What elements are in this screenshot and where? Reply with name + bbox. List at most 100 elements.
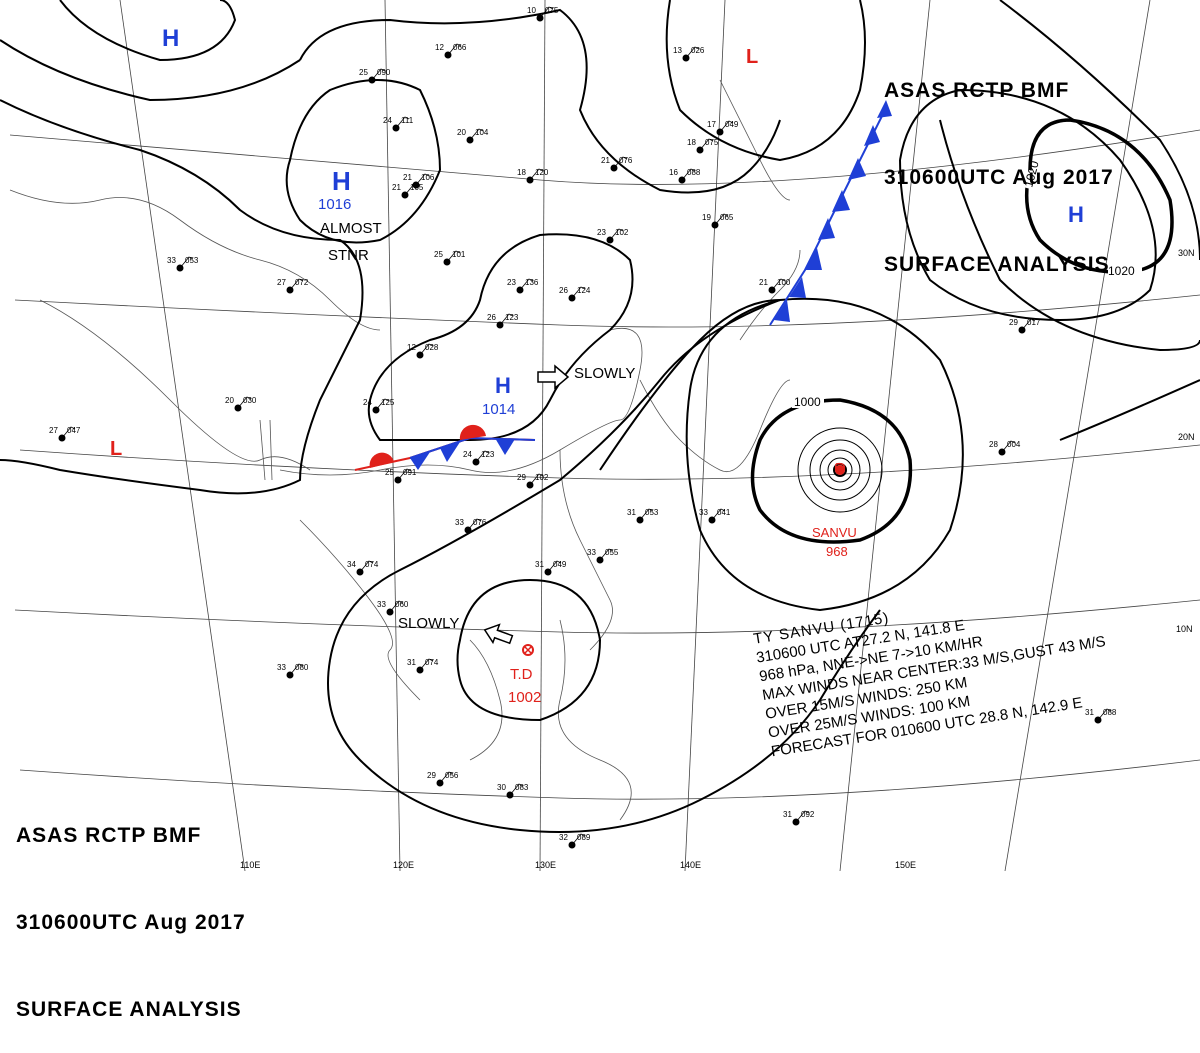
isobar-typhoon-1 — [685, 297, 964, 612]
header-bottom-line2: 310600UTC Aug 2017 — [16, 911, 246, 934]
station-pressure: 123 — [505, 313, 519, 322]
station-pressure: 090 — [377, 68, 391, 77]
station-pressure: 049 — [725, 120, 739, 129]
station-plot: 20 030 — [225, 396, 257, 412]
high-center-letter: H — [495, 373, 511, 398]
wind-barb — [289, 663, 304, 676]
almost-stnr-line2: STNR — [328, 247, 369, 264]
station-pressure: 026 — [691, 46, 705, 55]
station-plot: 29 017 — [1009, 318, 1041, 334]
lon-label: 130E — [535, 860, 556, 870]
wind-barb — [289, 278, 304, 291]
isobar-south-band — [327, 609, 881, 833]
high-center-letter: H — [1068, 202, 1084, 227]
depression-pressure: 1002 — [508, 689, 541, 706]
typhoon-name: SANVU — [812, 525, 857, 540]
header-top-line2: 310600UTC Aug 2017 — [884, 166, 1114, 189]
station-plot: 24 125 — [363, 398, 395, 414]
isobar-large-west — [0, 99, 364, 495]
station-temperature: 33 — [699, 508, 708, 517]
almost-stnr-line1: ALMOST — [320, 220, 382, 237]
station-pressure: 136 — [525, 278, 539, 287]
station-temperature: 20 — [225, 396, 234, 405]
high-pressure-value: 1016 — [318, 196, 351, 213]
station-plot: 28 004 — [989, 440, 1021, 456]
station-plot: 23 136 — [507, 278, 539, 294]
station-pressure: 056 — [445, 771, 459, 780]
station-pressure: 092 — [801, 810, 815, 819]
wind-barb — [469, 128, 484, 141]
slowly-arrow-west — [483, 623, 514, 645]
isobar-label-1020: 1020 — [1021, 159, 1042, 189]
isobar-east-outer — [999, 0, 1200, 261]
wind-barb — [475, 450, 490, 463]
station-plot: 24 123 — [463, 450, 495, 466]
isobar-1000 — [750, 398, 913, 544]
station-temperature: 33 — [167, 256, 176, 265]
wind-barb — [395, 116, 410, 129]
station-pressure: 076 — [473, 518, 487, 527]
station-temperature: 12 — [435, 43, 444, 52]
wind-barb — [179, 256, 194, 269]
isobar-central — [299, 8, 781, 194]
pressure-centers: H H H H L L — [110, 25, 1084, 460]
wind-barb — [547, 560, 562, 573]
station-plot: 18 075 — [687, 138, 719, 154]
lat-label: 30N — [1178, 248, 1195, 258]
motion-arrows — [483, 364, 570, 645]
wind-barb — [613, 156, 628, 169]
station-plot: 33 041 — [699, 508, 731, 524]
station-temperature: 21 — [392, 183, 401, 192]
lat-label: 10N — [1176, 624, 1193, 634]
isobar-north-low — [665, 0, 866, 162]
station-pressure: 053 — [185, 256, 199, 265]
header-top-line3: SURFACE ANALYSIS — [884, 253, 1110, 276]
station-temperature: 31 — [1085, 708, 1094, 717]
station-pressure: 120 — [535, 168, 549, 177]
slowly-label: SLOWLY — [574, 365, 635, 382]
lon-label: 110E — [240, 860, 260, 870]
depression-marker: T.D 1002 — [508, 644, 541, 706]
graticule — [9, 0, 1200, 871]
wind-barb — [529, 168, 544, 181]
warm-front-semicircle — [369, 452, 394, 468]
station-plot: 31 049 — [535, 560, 567, 576]
wind-barb — [699, 138, 714, 151]
station-temperature: 10 — [527, 6, 536, 15]
station-temperature: 25 — [359, 68, 368, 77]
wind-barb — [439, 771, 454, 784]
station-plot: 31 088 — [1085, 708, 1117, 724]
isobar-east-1 — [899, 88, 1157, 322]
station-pressure: 088 — [687, 168, 701, 177]
station-plot: 33 055 — [587, 548, 619, 564]
station-pressure: 089 — [577, 833, 591, 842]
station-plot: 33 053 — [167, 256, 199, 272]
station-pressure: 066 — [453, 43, 467, 52]
station-pressure: 004 — [1007, 440, 1021, 449]
station-temperature: 25 — [385, 468, 394, 477]
wind-barb — [681, 168, 696, 181]
station-plot: 25 090 — [359, 68, 391, 84]
station-plot: 12 028 — [407, 343, 439, 359]
station-pressure: 076 — [619, 156, 633, 165]
slowly-label: SLOWLY — [398, 615, 459, 632]
station-temperature: 27 — [49, 426, 58, 435]
station-plot: 34 074 — [347, 560, 379, 576]
station-temperature: 33 — [587, 548, 596, 557]
isobars-thick — [750, 118, 1174, 544]
wind-barb — [539, 6, 554, 19]
station-temperature: 23 — [507, 278, 516, 287]
wind-barb — [771, 278, 786, 291]
station-plot: 29 056 — [427, 771, 459, 787]
wind-barb — [719, 120, 734, 133]
station-temperature: 24 — [363, 398, 372, 407]
cold-front-triangle — [495, 438, 515, 455]
isobar-label-1020: 1020 — [1108, 264, 1135, 278]
station-pressure: 017 — [1027, 318, 1041, 327]
station-plot: 33 080 — [277, 663, 309, 679]
wind-barb — [509, 783, 524, 796]
wind-barb — [61, 426, 76, 439]
station-plot: 25 091 — [385, 468, 417, 484]
station-pressure: 072 — [295, 278, 309, 287]
station-plot: 16 088 — [669, 168, 701, 184]
